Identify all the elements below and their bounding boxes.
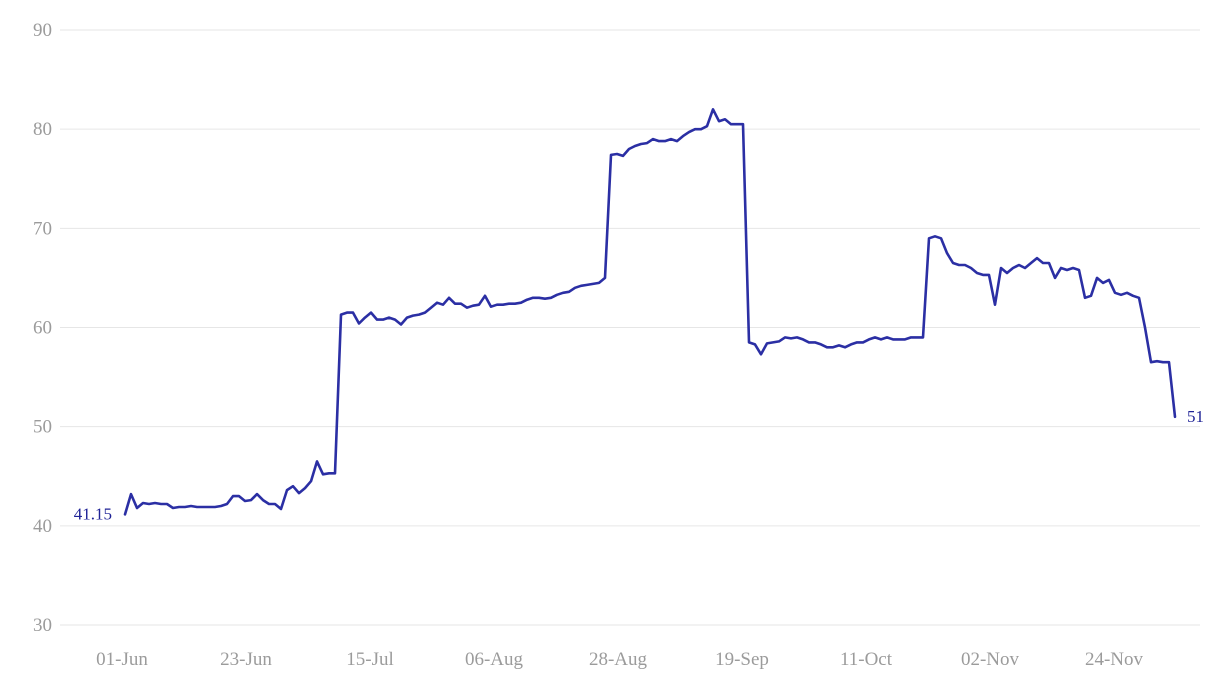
y-axis-tick-label: 70 [33, 218, 52, 239]
x-axis-tick-label: 06-Aug [465, 649, 524, 670]
y-axis-tick-label: 60 [33, 318, 52, 339]
x-axis-tick-label: 15-Jul [346, 649, 394, 670]
y-axis-tick-label: 80 [33, 119, 52, 140]
last-value-label: 51 [1187, 407, 1204, 426]
y-axis-tick-label: 40 [33, 516, 52, 537]
y-axis-tick-label: 30 [33, 615, 52, 636]
x-axis-tick-label: 28-Aug [589, 649, 648, 670]
x-axis-tick-label: 24-Nov [1085, 649, 1144, 670]
price-series-line [123, 108, 1177, 516]
x-axis-tick-label: 23-Jun [220, 649, 272, 670]
y-axis-tick-label: 50 [33, 417, 52, 438]
first-value-label: 41.15 [74, 504, 112, 523]
x-axis-tick-label: 19-Sep [715, 649, 769, 670]
y-axis-tick-label: 90 [33, 20, 52, 41]
x-axis-tick-label: 02-Nov [961, 649, 1020, 670]
x-axis-tick-label: 01-Jun [96, 649, 148, 670]
x-axis-tick-label: 11-Oct [840, 649, 893, 670]
